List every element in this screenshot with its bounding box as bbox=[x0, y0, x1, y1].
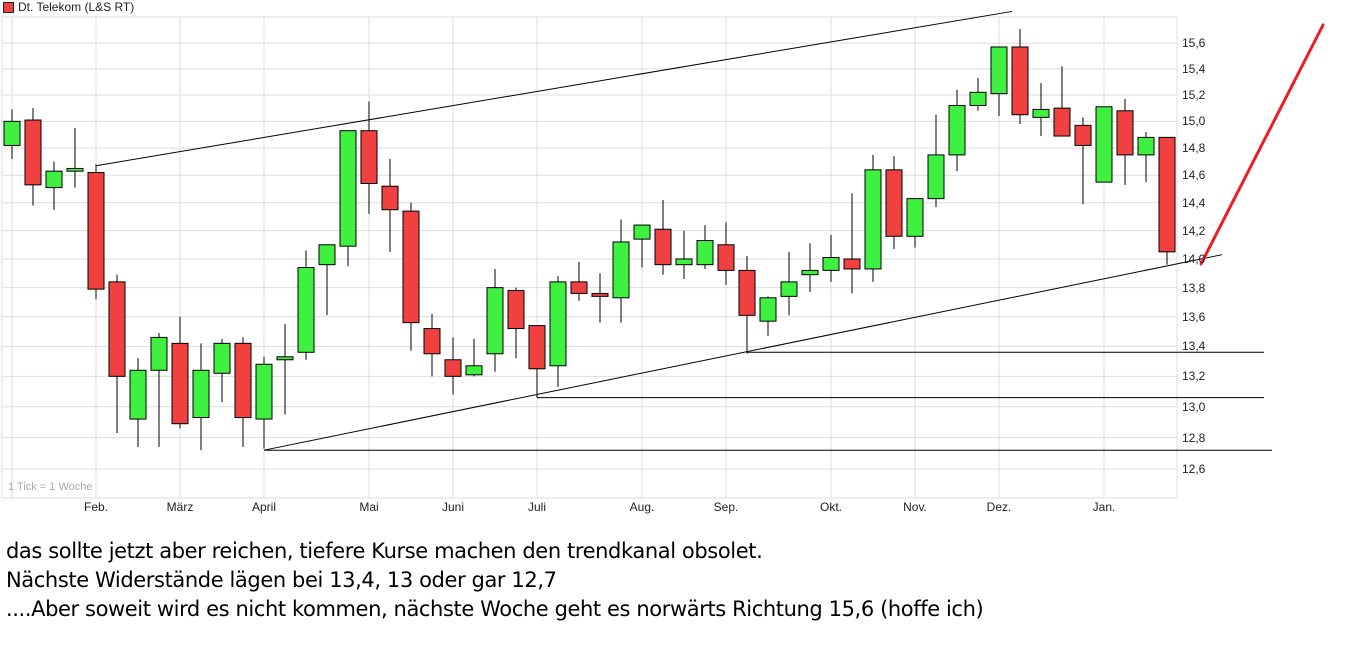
candle bbox=[318, 244, 336, 316]
candle bbox=[549, 276, 567, 387]
trend-lines bbox=[95, 10, 1272, 451]
candle bbox=[717, 222, 735, 285]
candle bbox=[591, 273, 609, 323]
legend-label: Dt. Telekom (L&S RT) bbox=[18, 0, 135, 14]
candles bbox=[3, 29, 1176, 451]
x-tick-label: Sep. bbox=[713, 500, 739, 514]
candle bbox=[528, 325, 546, 398]
candle bbox=[108, 274, 126, 434]
candle bbox=[360, 101, 378, 214]
y-tick-label: 15,2 bbox=[1182, 87, 1206, 102]
candle bbox=[255, 356, 273, 449]
candle bbox=[486, 268, 504, 372]
comment-line-3: ....Aber soweit wird es nicht kommen, nä… bbox=[6, 597, 984, 621]
forecast-arrow bbox=[1199, 23, 1325, 266]
y-tick-label: 14,8 bbox=[1182, 141, 1206, 156]
candle bbox=[45, 161, 63, 210]
y-tick-label: 13,2 bbox=[1182, 369, 1206, 384]
candle bbox=[948, 89, 966, 172]
candle bbox=[969, 77, 987, 111]
candle bbox=[297, 250, 315, 360]
candle bbox=[1053, 66, 1071, 137]
y-tick-label: 14,6 bbox=[1182, 168, 1206, 183]
legend-swatch bbox=[3, 1, 14, 13]
candle bbox=[3, 109, 21, 159]
comment-line-2: Nächste Widerstände lägen bei 13,4, 13 o… bbox=[6, 568, 557, 592]
y-tick-label: 14,0 bbox=[1182, 251, 1206, 266]
y-tick-label: 13,0 bbox=[1182, 399, 1206, 414]
candle bbox=[1095, 106, 1113, 183]
candle bbox=[423, 313, 441, 377]
x-tick-label: März bbox=[166, 500, 194, 514]
candle bbox=[612, 219, 630, 323]
candle bbox=[906, 198, 924, 248]
candle bbox=[150, 332, 168, 448]
candle bbox=[1158, 136, 1176, 265]
x-tick-label: Nov. bbox=[903, 500, 927, 514]
y-tick-label: 15,0 bbox=[1182, 114, 1206, 129]
y-tick-label: 13,4 bbox=[1182, 339, 1206, 354]
candle bbox=[1074, 117, 1092, 205]
candle bbox=[570, 261, 588, 301]
x-tick-label: Juli bbox=[527, 500, 547, 514]
y-tick-label: 12,6 bbox=[1182, 462, 1206, 477]
candle bbox=[465, 338, 483, 377]
candle bbox=[759, 296, 777, 336]
candle bbox=[843, 193, 861, 294]
candle bbox=[864, 154, 882, 282]
y-tick-label: 13,6 bbox=[1182, 309, 1206, 324]
candle bbox=[738, 256, 756, 354]
x-tick-label: Mai bbox=[359, 500, 379, 514]
x-tick-label: Juni bbox=[441, 500, 465, 514]
x-tick-label: Feb. bbox=[83, 500, 109, 514]
x-tick-label: Aug. bbox=[629, 500, 655, 514]
candle bbox=[381, 158, 399, 252]
candle bbox=[507, 287, 525, 359]
candle bbox=[234, 337, 252, 448]
candle bbox=[1032, 83, 1050, 137]
chart-legend: Dt. Telekom (L&S RT) bbox=[3, 0, 134, 14]
y-tick-label: 14,2 bbox=[1182, 223, 1206, 238]
candle bbox=[990, 46, 1008, 117]
candle bbox=[633, 224, 651, 268]
candle bbox=[675, 230, 693, 280]
x-tick-label: Jan. bbox=[1092, 500, 1116, 514]
y-tick-label: 13,8 bbox=[1182, 280, 1206, 295]
candle bbox=[87, 164, 105, 300]
candle bbox=[66, 128, 84, 188]
x-tick-label: Okt. bbox=[819, 500, 843, 514]
candle bbox=[129, 358, 147, 448]
comment-line-1: das sollte jetzt aber reichen, tiefere K… bbox=[6, 539, 763, 563]
candle bbox=[696, 225, 714, 269]
candle bbox=[780, 251, 798, 316]
candle bbox=[402, 202, 420, 351]
y-tick-label: 15,6 bbox=[1182, 36, 1206, 51]
candle bbox=[276, 324, 294, 415]
y-tick-label: 15,4 bbox=[1182, 61, 1206, 76]
candlestick-chart bbox=[1, 10, 1325, 499]
candle bbox=[24, 108, 42, 206]
y-tick-label: 14,4 bbox=[1182, 195, 1206, 210]
candle bbox=[654, 200, 672, 275]
candle bbox=[1011, 29, 1029, 125]
candle bbox=[213, 338, 231, 403]
candle bbox=[444, 337, 462, 395]
candle bbox=[885, 156, 903, 250]
candle bbox=[171, 316, 189, 429]
candle bbox=[339, 130, 357, 267]
y-tick-label: 12,8 bbox=[1182, 430, 1206, 445]
x-tick-label: April bbox=[251, 500, 277, 514]
candle bbox=[192, 343, 210, 451]
candle bbox=[927, 114, 945, 207]
x-tick-label: Dez. bbox=[986, 500, 1012, 514]
comment-text: das sollte jetzt aber reichen, tiefere K… bbox=[6, 537, 984, 624]
candle bbox=[801, 243, 819, 293]
tick-interval-note: 1 Tick = 1 Woche bbox=[8, 481, 93, 493]
candle bbox=[1137, 132, 1155, 183]
candle bbox=[1116, 98, 1134, 185]
candle bbox=[822, 234, 840, 282]
